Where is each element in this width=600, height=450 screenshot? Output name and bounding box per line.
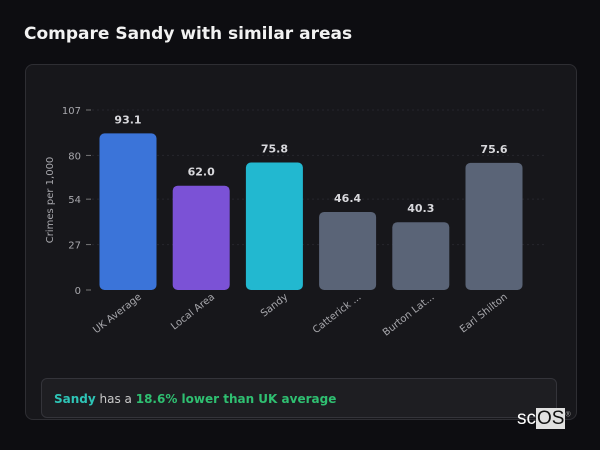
y-tick-label: 0	[75, 286, 81, 297]
bar-burton-lat-	[392, 222, 450, 290]
summary-comparison: 18.6% lower than UK average	[135, 392, 337, 406]
x-tick-label: Catterick ...	[311, 292, 363, 336]
bar-sandy	[245, 162, 303, 290]
y-tick-label: 54	[68, 195, 81, 206]
page-title: Compare Sandy with similar areas	[24, 24, 353, 44]
bar-catterick-	[319, 211, 377, 290]
data-label: 40.3	[407, 202, 434, 215]
x-tick-label: Sandy	[259, 292, 290, 320]
y-tick-label: 27	[68, 241, 81, 252]
comparison-summary: Sandy has a 18.6% lower than UK average	[41, 378, 557, 418]
x-tick-label: Burton Lat...	[381, 292, 437, 339]
logo-part-a: sc	[517, 408, 536, 429]
data-label: 46.4	[334, 192, 361, 205]
y-tick-label: 80	[68, 151, 81, 162]
x-tick-label: Earl Shilton	[458, 292, 510, 336]
logo-mark: ®	[565, 411, 571, 419]
x-tick-label: UK Average	[91, 292, 144, 336]
summary-text: has a	[95, 392, 136, 406]
bar-local-area	[172, 185, 230, 290]
data-label: 93.1	[114, 113, 141, 126]
data-label: 75.6	[480, 143, 507, 156]
data-label: 75.8	[261, 142, 288, 155]
x-tick-label: Local Area	[169, 292, 217, 333]
y-axis-label: Crimes per 1,000	[45, 157, 56, 244]
logo-part-b: OS	[536, 408, 566, 429]
data-label: 62.0	[188, 166, 215, 179]
bar-earl-shilton	[465, 162, 523, 290]
scos-logo: scOS®	[517, 408, 571, 430]
bar-uk-average	[99, 133, 157, 290]
y-tick-label: 107	[62, 106, 81, 117]
summary-area: Sandy	[54, 392, 96, 406]
